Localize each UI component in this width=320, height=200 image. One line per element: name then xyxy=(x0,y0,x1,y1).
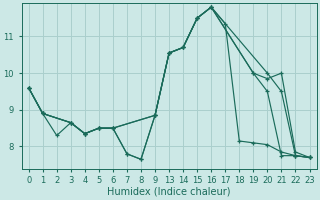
X-axis label: Humidex (Indice chaleur): Humidex (Indice chaleur) xyxy=(107,187,231,197)
